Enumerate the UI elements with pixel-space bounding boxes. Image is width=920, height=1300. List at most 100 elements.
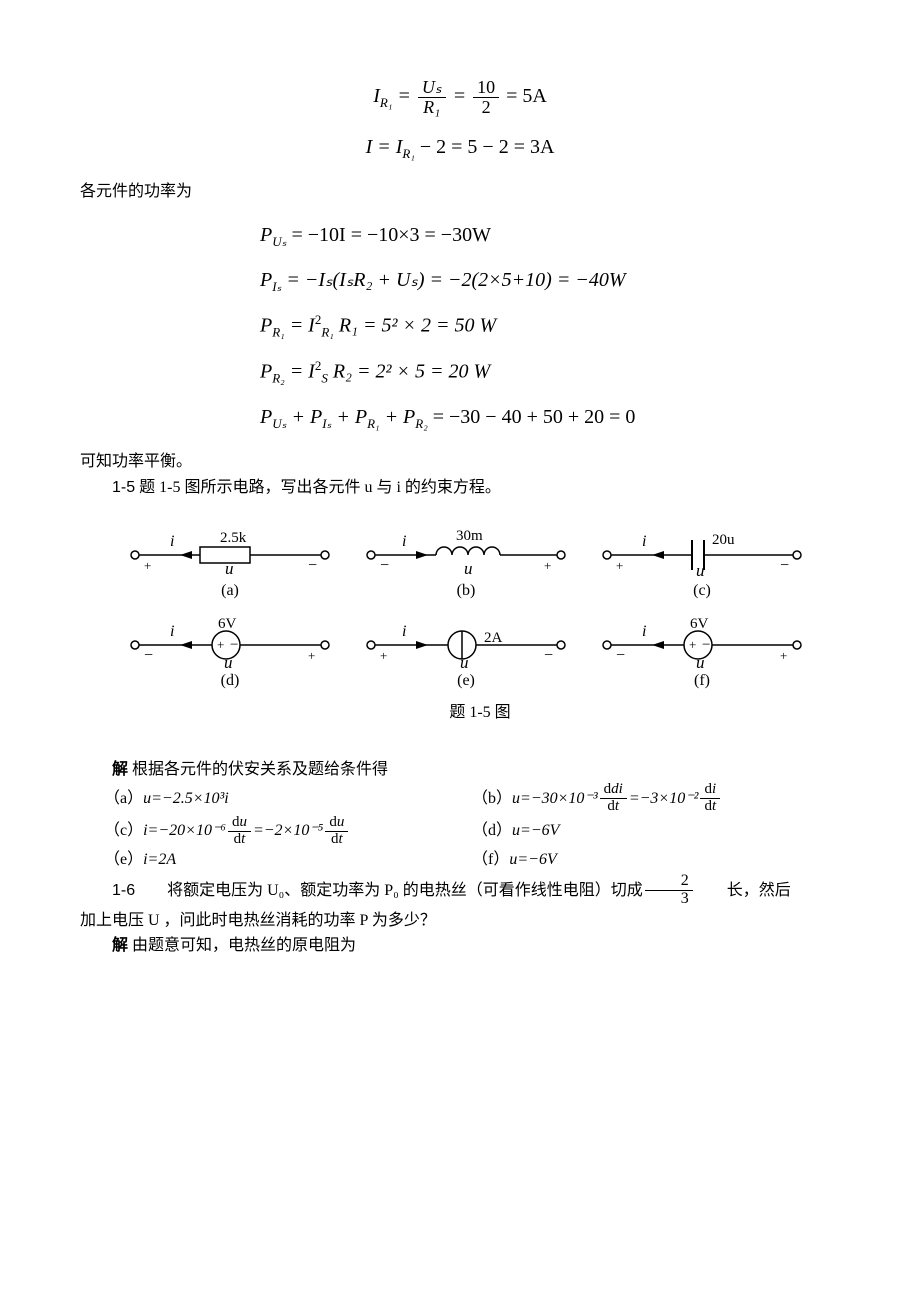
eq7-e: = −30 − 40 + 50 + 20 = 0 [428,406,636,428]
eq1-sub: R₁ [380,95,392,110]
svg-text:u: u [464,559,473,578]
p15-text: 题 1-5 图所示电路，写出各元件 u 与 i 的约束方程。 [135,479,501,496]
fig-cell-b: i 30m − + u (b) [356,520,576,604]
equation-pus: PUₛ = −10I = −10×3 = −30W [260,223,840,250]
sol-f: （f）u=−6V [472,847,840,873]
svg-text:+: + [616,558,623,573]
problem-1-6: 1-6 将额定电压为 U₀、额定功率为 P₀ 的电热丝（可看作线性电阻）切成 2… [80,873,840,908]
fig-caption: 题 1-5 图 [120,700,840,726]
sol-row-ef: （e）i=2A （f）u=−6V [104,847,840,873]
fig-f-sub: (f) [592,668,812,694]
solution-head: 解 根据各元件的伏安关系及题给条件得 [80,757,840,783]
svg-text:i: i [642,533,646,550]
svg-text:+: + [689,637,696,652]
svg-text:2A: 2A [484,630,503,646]
eq4-l: P [260,269,272,291]
svg-text:20u: 20u [712,532,735,548]
eq2-tail: − 2 = 5 − 2 = 3A [415,136,555,158]
fig-c-sub: (c) [592,578,812,604]
fig-cell-d: + − i 6V − + u (d) [120,610,340,694]
eq5-ra: = I [285,315,315,337]
eq6-lsub: R₂ [272,371,284,386]
svg-text:−: − [308,557,317,574]
fig-row-2: + − i 6V − + u (d) [120,610,840,694]
p16-fn: 2 [645,873,693,891]
circuit-e-icon: i 2A + − u [356,610,576,670]
eq1-frac1: Uₛ R₁ [418,78,446,117]
p16-sol-tail: 由题意可知，电热丝的原电阻为 [128,937,356,954]
p16-sol-head: 解 [112,937,128,954]
circuit-b-icon: i 30m − + u [356,520,576,580]
svg-text:u: u [225,559,234,578]
sol-d-tag: （d） [472,818,512,844]
sol-f-tag: （f） [472,847,509,873]
svg-text:i: i [402,623,406,640]
power-intro: 各元件的功率为 [80,179,840,205]
figure-1-5: i 2.5k + − u (a) i 30m − + u [120,520,840,725]
frac-didt-2: di dt [700,782,720,815]
svg-text:+: + [380,648,387,663]
eq5-lsub: R₁ [272,325,284,340]
p16-line2: 加上电压 U ，问此时电热丝消耗的功率 P 为多少？ [80,908,840,934]
eq7-csub: R₁ [367,416,379,431]
sol-row-cd: （c） i=−20×10⁻⁶ du dt =−2×10⁻⁵ du dt （d）u… [104,815,840,848]
circuit-f-icon: + − i 6V − + u [592,610,812,670]
sol-b-2: =−3×10⁻² [629,786,699,812]
sol-b: （b） u=−30×10⁻³ ddi dt =−3×10⁻² di dt [472,782,840,815]
eq2-a: I = I [366,136,403,158]
fig-a-sub: (a) [120,578,340,604]
circuit-d-icon: + − i 6V − + u [120,610,340,670]
sol-e-eq: i=2A [143,847,176,873]
svg-text:+: + [544,558,551,573]
p15-num: 1-5 [112,479,135,496]
eq2-sub: R₁ [402,146,414,161]
eq5-rc: R₁ = 5² × 2 = 50 W [334,315,496,337]
fig-b-sub: (b) [356,578,576,604]
p16-solution: 解 由题意可知，电热丝的原电阻为 [80,933,840,959]
sol-c: （c） i=−20×10⁻⁶ du dt =−2×10⁻⁵ du dt [104,815,472,848]
eq1-lhs: I [373,85,380,107]
eq3-l: P [260,224,272,246]
eq1-f1n: Uₛ [422,77,442,97]
sol-head: 解 [112,761,128,778]
circuit-c-icon: i 20u + − u [592,520,812,580]
svg-text:−: − [144,647,153,664]
eq7-dsub: R₂ [415,416,427,431]
equation-sum: PUₛ + PIₛ + PR₁ + PR₂ = −30 − 40 + 50 + … [260,405,840,432]
fig-cell-e: i 2A + − u (e) [356,610,576,694]
frac-2-3: 2 3 [645,873,693,908]
sol-c-tag: （c） [104,818,143,844]
eq3-r: = −10I = −10×3 = −30W [286,224,491,246]
eq1-f1d: R₁ [423,97,440,117]
sol-d: （d）u=−6V [472,815,840,848]
svg-text:6V: 6V [690,616,709,632]
sol-a-tag: （a） [104,786,143,812]
frac-dudt-1: du dt [228,815,251,848]
sol-e: （e）i=2A [104,847,472,873]
eq6-l: P [260,361,272,383]
svg-text:i: i [170,623,174,640]
fig-d-sub: (d) [120,668,340,694]
sol-f-eq: u=−6V [509,847,556,873]
p16-num: 1-6 [80,878,135,904]
sol-b-1: u=−30×10⁻³ [512,786,598,812]
svg-text:−: − [380,557,389,574]
svg-text:+: + [780,648,787,663]
sol-a-eq: u=−2.5×10³i [143,786,229,812]
eq7-a: P [260,406,272,428]
eq7-b: + P [286,406,322,428]
eq4-r: = −Iₛ(IₛR₂ + Uₛ) = −2(2×5+10) = −40W [281,269,625,291]
sol-b-tag: （b） [472,786,512,812]
eq5-l: P [260,315,272,337]
eq1-f2d: 2 [473,98,499,117]
eq7-asub: Uₛ [272,416,286,431]
eq7-d: + P [380,406,416,428]
fig-cell-a: i 2.5k + − u (a) [120,520,340,604]
eq1-rhs: = 5A [506,85,547,107]
svg-text:30m: 30m [456,528,483,544]
svg-text:+: + [217,637,224,652]
sol-d-eq: u=−6V [512,818,559,844]
circuit-a-icon: i 2.5k + − u [120,520,340,580]
svg-text:−: − [616,647,625,664]
sol-e-tag: （e） [104,847,143,873]
